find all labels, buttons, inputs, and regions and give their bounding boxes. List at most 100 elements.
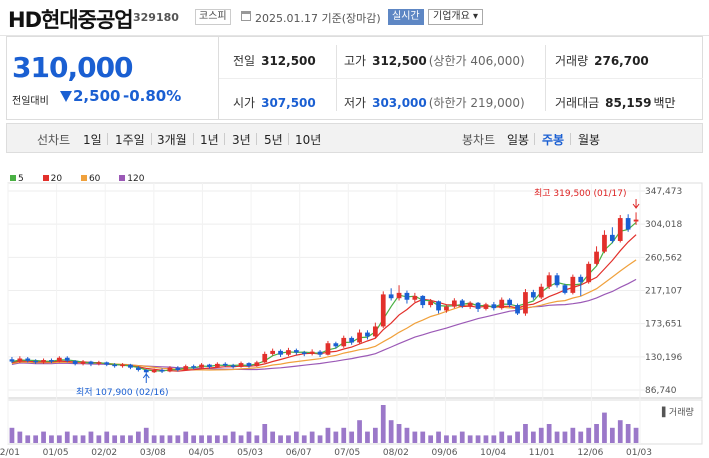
candle-body: [341, 337, 347, 347]
volume-bar: [25, 435, 31, 443]
legend-ma20: 20: [42, 174, 70, 184]
x-tick-label: 12/06: [577, 448, 603, 458]
volume-bar: [64, 431, 70, 443]
volume-bar: [96, 435, 102, 443]
volume-bar: [404, 427, 410, 443]
volume-label: ▌거래량: [661, 406, 694, 418]
volume-bar: [230, 431, 236, 443]
candle-body: [262, 353, 268, 363]
company-overview-dropdown[interactable]: 기업개요 ▾: [428, 9, 483, 25]
candle-body: [96, 362, 102, 364]
volume-bar: [72, 435, 78, 443]
company-name: HD현대중공업: [8, 8, 134, 32]
period-10y[interactable]: 10년: [295, 133, 322, 147]
volume-bar: [191, 435, 197, 443]
volume-bar: [286, 435, 291, 443]
low-annotation: 최저 107,900 (02/16): [76, 387, 168, 398]
candle-body: [633, 219, 639, 222]
candle-body: [183, 366, 189, 370]
period-selector: 선차트 1일 1주일 3개월 1년 3년 5년 10년 봉차트 일봉 주봉 월봉: [6, 123, 703, 153]
x-tick-label: 09/06: [432, 448, 458, 458]
open-price: 시가 307,500: [233, 96, 316, 110]
volume-bar: [499, 431, 505, 443]
volume-bar: [349, 431, 355, 443]
candle-body: [246, 363, 252, 367]
volume-bar: [570, 427, 576, 443]
candle-body: [507, 299, 513, 306]
date-text: 2025.01.17 기준(장마감): [255, 12, 381, 25]
candle-body: [49, 360, 54, 362]
candle-body: [491, 304, 497, 309]
volume-bar: [17, 431, 23, 443]
candle-body: [278, 350, 283, 355]
realtime-button[interactable]: 실시간: [388, 9, 424, 25]
volume-bar: [104, 431, 110, 443]
y-tick-label: 130,196: [645, 353, 682, 363]
candle-body: [325, 343, 331, 355]
ma-legend: 5 20 60 120: [10, 174, 160, 184]
volume-bar: [56, 435, 62, 443]
volume-bar: [523, 424, 528, 443]
candle-body: [333, 343, 339, 347]
period-3m[interactable]: 3개월: [157, 133, 187, 147]
volume-bar: [222, 435, 228, 443]
x-tick-label: 12/01: [0, 448, 20, 458]
volume-bar: [41, 431, 46, 443]
volume-bar: [530, 431, 536, 443]
trade-value: 거래대금 85,159 백만: [555, 96, 676, 110]
candle-body: [357, 332, 362, 343]
volume-bar: [293, 431, 299, 443]
candle-body: [25, 358, 31, 361]
candle-body: [72, 360, 78, 364]
x-tick-label: 10/04: [480, 448, 506, 458]
low-price: 저가 303,000 (하한가 219,000): [344, 96, 525, 110]
candle-body: [159, 369, 165, 372]
candle-weekly[interactable]: 주봉: [542, 133, 565, 147]
candle-body: [372, 326, 378, 337]
volume-bar: [538, 427, 544, 443]
candle-body: [270, 350, 276, 354]
volume-bar: [546, 424, 552, 443]
period-1w[interactable]: 1주일: [115, 133, 145, 147]
candle-body: [214, 363, 220, 367]
volume-bar: [333, 431, 339, 443]
candle-body: [388, 294, 394, 299]
candle-body: [546, 275, 552, 287]
period-1y[interactable]: 1년: [200, 133, 219, 147]
prev-close: 전일 312,500: [233, 54, 316, 68]
legend-ma60: 60: [80, 174, 108, 184]
candle-body: [230, 365, 236, 367]
candle-monthly[interactable]: 월봉: [578, 133, 601, 147]
volume-bar: [167, 435, 173, 443]
x-tick-label: 04/05: [188, 448, 214, 458]
x-tick-label: 11/01: [529, 448, 555, 458]
volume-bar: [396, 424, 402, 443]
high-arrow-icon: [632, 199, 640, 209]
candle-body: [570, 276, 576, 293]
candle-body: [530, 292, 536, 298]
candle-body: [120, 364, 125, 367]
candle-body: [80, 361, 86, 364]
candle-body: [199, 364, 204, 368]
candle-body: [396, 292, 402, 299]
volume-bar: [594, 424, 599, 443]
candle-body: [293, 350, 299, 353]
x-tick-label: 02/02: [91, 448, 117, 458]
candle-body: [365, 332, 370, 337]
volume-bar: [49, 435, 54, 443]
candle-body: [562, 285, 568, 293]
volume-bar: [214, 435, 220, 443]
candle-body: [467, 302, 473, 306]
period-5y[interactable]: 5년: [264, 133, 283, 147]
period-1d[interactable]: 1일: [83, 133, 102, 147]
legend-ma5: 5: [10, 174, 32, 184]
candle-body: [175, 367, 181, 370]
candle-body: [349, 337, 355, 343]
candle-body: [151, 369, 157, 373]
period-3y[interactable]: 3년: [232, 133, 251, 147]
candle-daily[interactable]: 일봉: [507, 133, 530, 147]
x-tick-label: 05/03: [237, 448, 263, 458]
volume-bar: [135, 431, 141, 443]
volume-bar: [9, 427, 15, 443]
